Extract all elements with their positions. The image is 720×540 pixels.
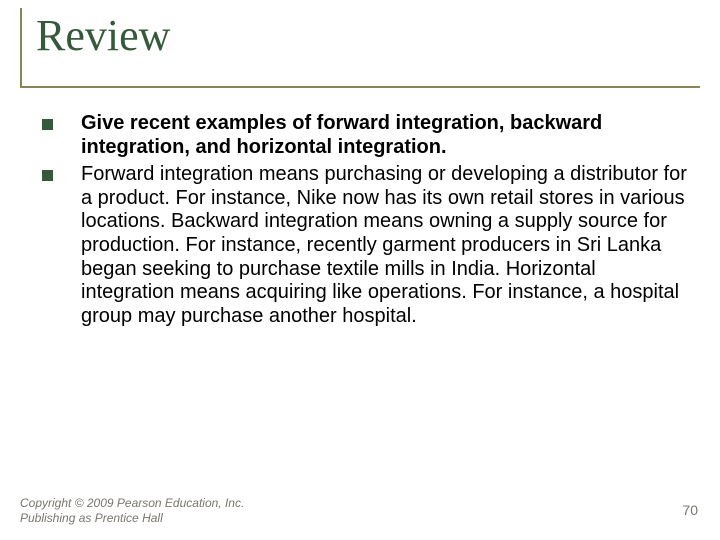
- bullet-text: Forward integration means purchasing or …: [81, 163, 690, 328]
- slide-body: Give recent examples of forward integrat…: [42, 112, 690, 332]
- footer-line: Copyright © 2009 Pearson Education, Inc.: [20, 496, 244, 511]
- horizontal-rule: [20, 86, 700, 88]
- bullet-item: Give recent examples of forward integrat…: [42, 112, 690, 159]
- copyright-footer: Copyright © 2009 Pearson Education, Inc.…: [20, 496, 244, 526]
- square-bullet-icon: [42, 170, 53, 181]
- footer-line: Publishing as Prentice Hall: [20, 511, 244, 526]
- vertical-rule: [20, 8, 22, 88]
- bullet-text: Give recent examples of forward integrat…: [81, 112, 690, 159]
- square-bullet-icon: [42, 119, 53, 130]
- page-number: 70: [682, 502, 698, 518]
- slide: Review Give recent examples of forward i…: [0, 0, 720, 540]
- slide-title: Review: [36, 10, 170, 61]
- bullet-item: Forward integration means purchasing or …: [42, 163, 690, 328]
